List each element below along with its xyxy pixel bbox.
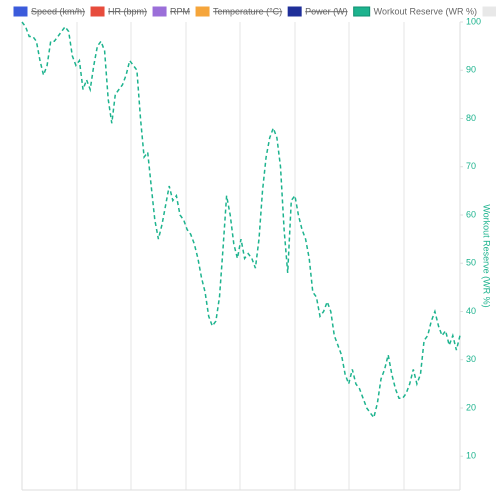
legend-label: Power (W) (305, 6, 348, 16)
legend-item[interactable]: RPM (152, 6, 190, 17)
legend-label: RPM (170, 6, 190, 16)
legend-item[interactable]: HR (bpm) (90, 6, 147, 17)
y-tick-label: 30 (466, 354, 476, 364)
legend-item[interactable]: Workout Reserve (WR %) (353, 6, 477, 17)
y-tick-label: 60 (466, 209, 476, 219)
legend-label: Speed (km/h) (31, 6, 85, 16)
legend-item[interactable]: Temperature (°C) (195, 6, 282, 17)
legend-swatch (482, 6, 496, 17)
y-tick-label: 70 (466, 161, 476, 171)
vertical-grid (21, 22, 461, 491)
data-line (21, 21, 461, 420)
legend-item[interactable]: Power (W) (287, 6, 348, 17)
legend-swatch (152, 6, 167, 17)
legend-item[interactable]: Elevation (m) (482, 6, 496, 17)
legend-label: Temperature (°C) (213, 6, 282, 16)
legend-swatch (353, 6, 371, 17)
y-tick-label: 100 (466, 16, 481, 26)
legend-swatch (90, 6, 105, 17)
y-tick-label: 20 (466, 402, 476, 412)
legend-label: Workout Reserve (WR %) (374, 6, 477, 16)
legend-label: HR (bpm) (108, 6, 147, 16)
legend-swatch (287, 6, 302, 17)
y-tick-label: 50 (466, 258, 476, 268)
y-tick-label: 10 (466, 451, 476, 461)
y-tick-label: 80 (466, 113, 476, 123)
y-tick-label: 90 (466, 65, 476, 75)
legend-item[interactable]: Speed (km/h) (13, 6, 85, 17)
y-axis-title: Workout Reserve (WR %) (482, 204, 492, 307)
y-tick-label: 40 (466, 306, 476, 316)
legend-swatch (13, 6, 28, 17)
legend-swatch (195, 6, 210, 17)
